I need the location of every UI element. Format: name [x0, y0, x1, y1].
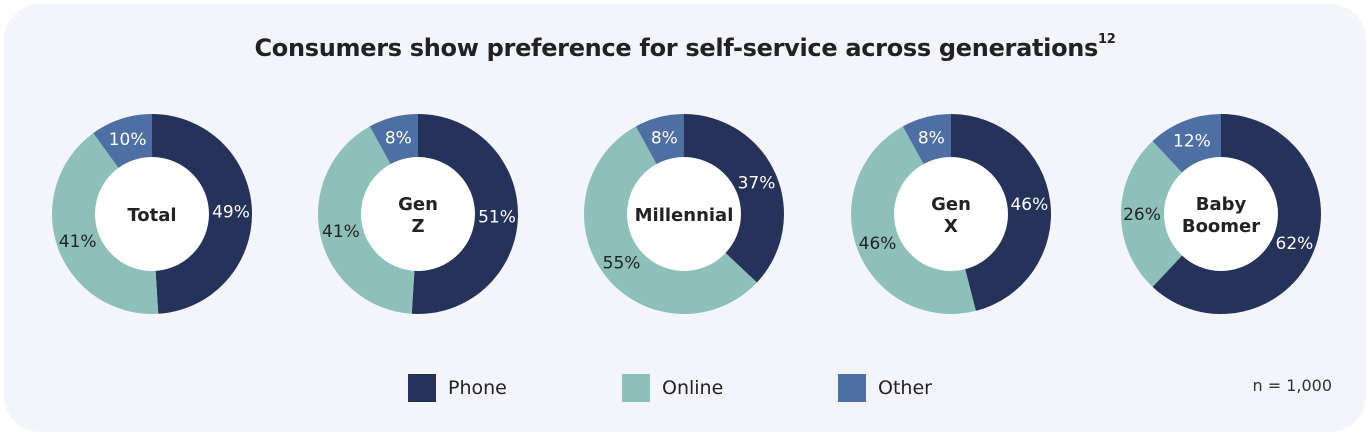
legend-label-online: Online: [662, 377, 724, 399]
donut-total: 49% 41% 10% Total: [51, 114, 252, 314]
center-label: Total: [127, 205, 176, 226]
center-label: Millennial: [635, 205, 734, 226]
donut-hole: [1164, 157, 1278, 271]
data-label-phone: 37%: [738, 174, 776, 194]
data-label-other: 8%: [918, 128, 945, 148]
center-label: Baby Boomer: [1182, 194, 1260, 237]
sample-size-note: n = 1,000: [1252, 376, 1332, 395]
legend-swatch-phone: [408, 374, 436, 402]
data-label-phone: 62%: [1276, 234, 1314, 254]
data-label-phone: 46%: [1010, 195, 1048, 215]
donut-gen-x: 46% 46% 8% Gen X: [851, 114, 1051, 315]
legend-swatch-other: [838, 374, 866, 402]
title-text: Consumers show preference for self-servi…: [254, 34, 1099, 62]
center-label: Gen X: [931, 194, 971, 237]
data-label-other: 12%: [1173, 132, 1211, 152]
data-label-other: 8%: [651, 128, 678, 148]
center-label: Gen Z: [398, 194, 438, 237]
data-label-other: 8%: [385, 128, 412, 148]
donut-hole: [627, 157, 741, 271]
donut-hole: [95, 157, 209, 271]
donut-baby-boomer: 62% 26% 12% Baby Boomer: [1121, 114, 1321, 314]
legend-label-other: Other: [878, 377, 932, 399]
donut-millennial: 37% 55% 8% Millennial: [583, 114, 784, 315]
legend-item-online: Online: [622, 374, 723, 402]
legend-item-phone: Phone: [408, 374, 507, 402]
donut-hole: [894, 157, 1008, 271]
donut-hole: [361, 157, 475, 271]
data-label-online: 55%: [603, 253, 641, 273]
data-label-phone: 49%: [212, 203, 250, 223]
data-label-online: 41%: [59, 232, 97, 252]
title-footnote: 12: [1098, 32, 1116, 47]
legend-item-other: Other: [838, 374, 932, 402]
legend-label-phone: Phone: [448, 377, 507, 399]
data-label-other: 10%: [109, 130, 147, 150]
chart-title: Consumers show preference for self-servi…: [0, 32, 1370, 62]
legend-swatch-online: [622, 374, 650, 402]
data-label-online: 46%: [859, 234, 897, 254]
donut-gen-z: 51% 41% 8% Gen Z: [318, 114, 518, 314]
data-label-online: 41%: [322, 222, 360, 242]
data-label-online: 26%: [1123, 205, 1161, 225]
data-label-phone: 51%: [478, 207, 516, 227]
